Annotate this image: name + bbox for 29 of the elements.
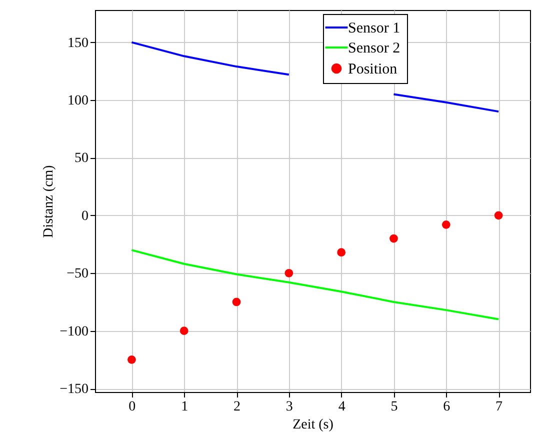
legend-label: Sensor 1	[348, 20, 400, 36]
legend-label: Sensor 2	[348, 40, 400, 56]
x-axis-title: Zeit (s)	[292, 418, 334, 432]
x-tick-label: 7	[496, 400, 503, 414]
x-tick-label: 6	[443, 400, 450, 414]
y-tick-label: 150	[68, 36, 88, 51]
y-tick-label: 50	[74, 151, 88, 166]
point	[284, 268, 294, 278]
point	[337, 248, 346, 257]
point	[494, 211, 503, 220]
x-tick-label: 4	[338, 400, 346, 414]
x-tick-label: 1	[181, 400, 188, 414]
x-tick-label: 2	[234, 400, 241, 414]
legend-label: Position	[348, 62, 398, 78]
point	[390, 234, 398, 243]
y-tick-label: −50	[66, 266, 88, 282]
y-tick-label: −100	[60, 324, 88, 340]
y-tick-label: 0	[82, 208, 88, 224]
y-tick-label: 100	[68, 94, 88, 109]
line-series	[130, 249, 500, 320]
y-tick-label: −150	[60, 382, 88, 398]
point	[232, 298, 241, 306]
x-tick-label: 5	[390, 400, 398, 414]
point	[128, 356, 136, 364]
point	[442, 220, 450, 229]
point	[180, 326, 188, 336]
y-axis-title: Distanz (cm)	[42, 164, 57, 238]
x-tick-label: 3	[286, 400, 293, 414]
x-tick-label: 0	[128, 400, 136, 414]
